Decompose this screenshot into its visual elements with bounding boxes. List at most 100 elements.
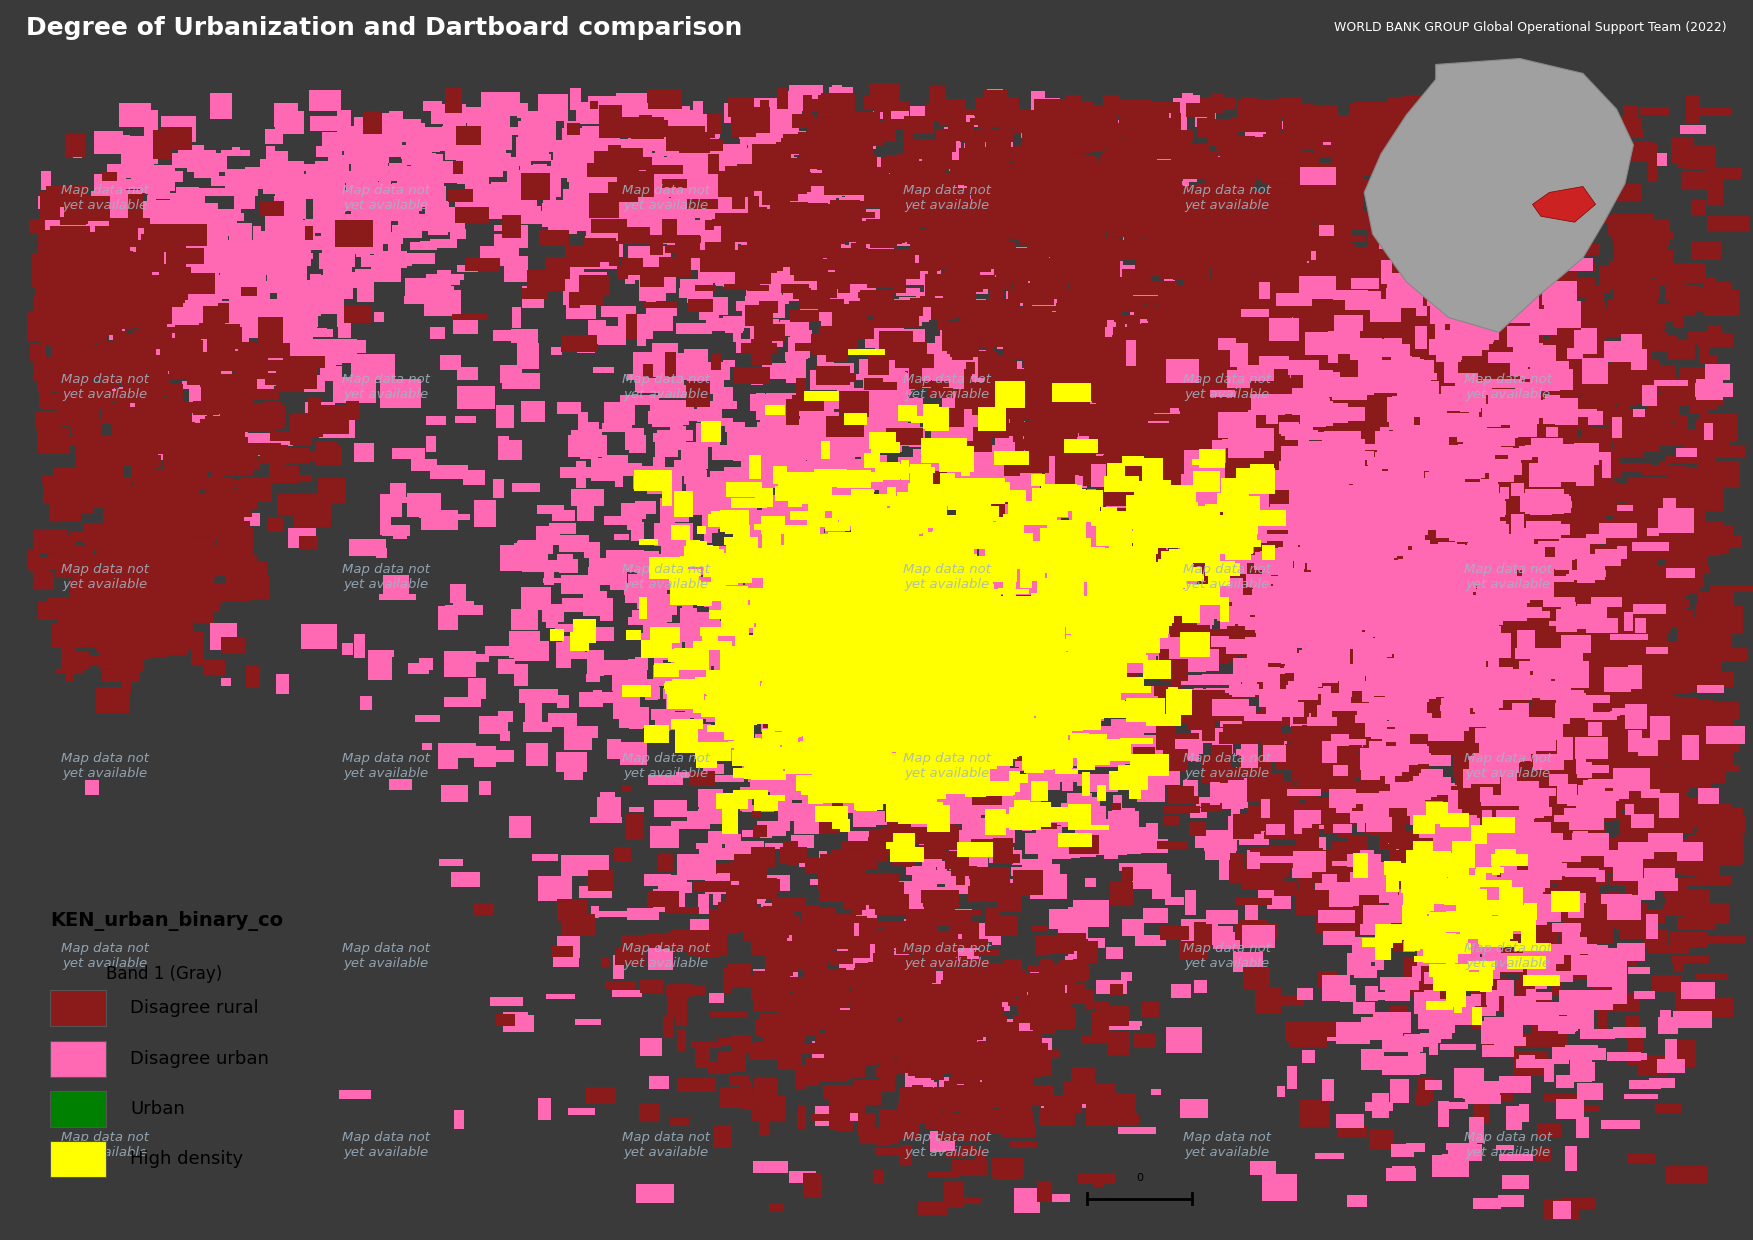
FancyBboxPatch shape (1513, 544, 1544, 563)
FancyBboxPatch shape (1366, 288, 1404, 298)
FancyBboxPatch shape (989, 559, 1017, 582)
FancyBboxPatch shape (815, 587, 824, 608)
FancyBboxPatch shape (819, 884, 855, 901)
FancyBboxPatch shape (1383, 750, 1408, 761)
FancyBboxPatch shape (1664, 888, 1681, 899)
FancyBboxPatch shape (1043, 626, 1066, 652)
Text: Map data not
yet available: Map data not yet available (1183, 753, 1271, 780)
FancyBboxPatch shape (1124, 372, 1138, 394)
FancyBboxPatch shape (934, 670, 954, 678)
FancyBboxPatch shape (1324, 392, 1366, 399)
FancyBboxPatch shape (840, 627, 855, 637)
FancyBboxPatch shape (1423, 459, 1458, 466)
FancyBboxPatch shape (910, 366, 922, 389)
FancyBboxPatch shape (1460, 707, 1492, 719)
FancyBboxPatch shape (119, 558, 131, 579)
FancyBboxPatch shape (819, 851, 827, 874)
FancyBboxPatch shape (1309, 260, 1336, 281)
FancyBboxPatch shape (1111, 262, 1124, 285)
FancyBboxPatch shape (1350, 811, 1381, 823)
FancyBboxPatch shape (905, 596, 931, 613)
FancyBboxPatch shape (1516, 439, 1548, 449)
FancyBboxPatch shape (1197, 491, 1234, 510)
FancyBboxPatch shape (1018, 113, 1034, 133)
FancyBboxPatch shape (896, 527, 927, 533)
FancyBboxPatch shape (878, 502, 889, 526)
FancyBboxPatch shape (1643, 336, 1676, 351)
FancyBboxPatch shape (1466, 688, 1502, 708)
FancyBboxPatch shape (952, 668, 987, 675)
FancyBboxPatch shape (924, 730, 947, 755)
FancyBboxPatch shape (964, 1089, 997, 1104)
FancyBboxPatch shape (796, 775, 819, 791)
FancyBboxPatch shape (1331, 135, 1364, 156)
FancyBboxPatch shape (184, 191, 205, 217)
FancyBboxPatch shape (577, 652, 600, 658)
FancyBboxPatch shape (1194, 206, 1203, 211)
FancyBboxPatch shape (1159, 735, 1182, 745)
FancyBboxPatch shape (1520, 655, 1532, 667)
FancyBboxPatch shape (1334, 800, 1364, 818)
FancyBboxPatch shape (1324, 630, 1348, 641)
FancyBboxPatch shape (896, 1101, 927, 1110)
FancyBboxPatch shape (884, 438, 901, 444)
FancyBboxPatch shape (1474, 640, 1499, 661)
FancyBboxPatch shape (1245, 904, 1257, 930)
FancyBboxPatch shape (1269, 226, 1308, 232)
FancyBboxPatch shape (927, 681, 941, 693)
FancyBboxPatch shape (691, 223, 710, 237)
FancyBboxPatch shape (1371, 340, 1388, 366)
FancyBboxPatch shape (1429, 556, 1467, 567)
FancyBboxPatch shape (1401, 379, 1425, 401)
FancyBboxPatch shape (268, 151, 287, 170)
FancyBboxPatch shape (1108, 388, 1127, 401)
FancyBboxPatch shape (1297, 489, 1332, 513)
FancyBboxPatch shape (1353, 564, 1374, 584)
FancyBboxPatch shape (40, 243, 79, 259)
FancyBboxPatch shape (1075, 541, 1090, 549)
FancyBboxPatch shape (654, 800, 687, 817)
FancyBboxPatch shape (1183, 502, 1199, 527)
FancyBboxPatch shape (1038, 636, 1050, 661)
FancyBboxPatch shape (840, 743, 852, 763)
FancyBboxPatch shape (1061, 157, 1097, 166)
FancyBboxPatch shape (855, 502, 885, 516)
FancyBboxPatch shape (936, 438, 968, 454)
FancyBboxPatch shape (1466, 573, 1476, 580)
FancyBboxPatch shape (950, 521, 961, 541)
FancyBboxPatch shape (410, 187, 421, 202)
FancyBboxPatch shape (1448, 609, 1488, 632)
FancyBboxPatch shape (1467, 551, 1509, 558)
FancyBboxPatch shape (1301, 299, 1334, 325)
FancyBboxPatch shape (1690, 393, 1707, 413)
FancyBboxPatch shape (1160, 538, 1182, 548)
FancyBboxPatch shape (226, 490, 256, 510)
FancyBboxPatch shape (351, 229, 365, 249)
FancyBboxPatch shape (1243, 227, 1283, 243)
FancyBboxPatch shape (1555, 661, 1588, 687)
FancyBboxPatch shape (983, 599, 999, 625)
FancyBboxPatch shape (964, 564, 992, 575)
FancyBboxPatch shape (1555, 398, 1571, 414)
FancyBboxPatch shape (573, 206, 596, 218)
FancyBboxPatch shape (864, 725, 878, 740)
FancyBboxPatch shape (1522, 477, 1565, 503)
FancyBboxPatch shape (822, 671, 840, 678)
FancyBboxPatch shape (966, 166, 980, 179)
FancyBboxPatch shape (855, 1045, 892, 1064)
FancyBboxPatch shape (1707, 179, 1723, 206)
FancyBboxPatch shape (663, 238, 692, 244)
FancyBboxPatch shape (1152, 231, 1182, 255)
FancyBboxPatch shape (969, 713, 1004, 737)
FancyBboxPatch shape (1294, 279, 1325, 299)
FancyBboxPatch shape (1090, 511, 1115, 526)
FancyBboxPatch shape (1529, 253, 1555, 275)
FancyBboxPatch shape (1692, 899, 1707, 920)
FancyBboxPatch shape (44, 270, 63, 283)
FancyBboxPatch shape (1425, 546, 1455, 554)
FancyBboxPatch shape (1273, 583, 1295, 591)
FancyBboxPatch shape (850, 630, 869, 644)
FancyBboxPatch shape (1311, 372, 1346, 386)
FancyBboxPatch shape (878, 481, 906, 506)
FancyBboxPatch shape (1616, 463, 1651, 471)
